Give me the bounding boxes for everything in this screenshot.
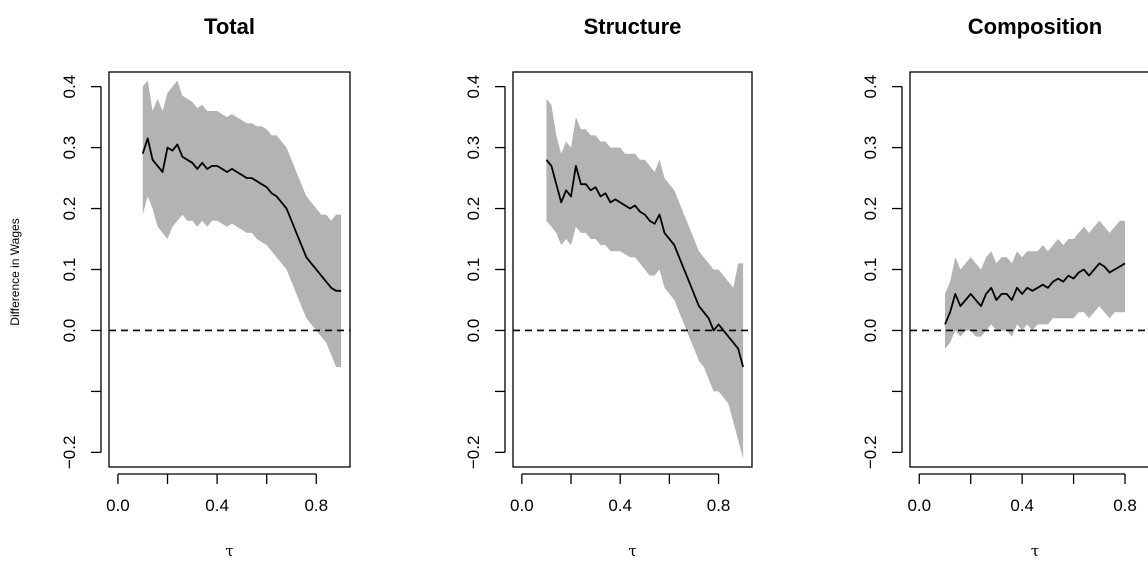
panel-structure: Structure 0.0 0.4 0.8 τ −0.2 0.0 0.1 0.2 0.3 0.4 xyxy=(464,14,753,560)
confidence-band xyxy=(945,220,1125,349)
plot-frame xyxy=(512,71,753,468)
x-tick-label: 0.0 xyxy=(510,496,534,515)
panel-total: Total 0.0 0.4 0.8 τ −0.2 0.0 0.1 0.2 0.3 0.4 xyxy=(60,14,351,560)
panel-title: Total xyxy=(204,14,255,39)
x-tick-label: 0.8 xyxy=(1113,496,1137,515)
estimate-line xyxy=(545,159,744,368)
y-tick-label: −0.2 xyxy=(60,436,79,470)
y-tick-label: 0.4 xyxy=(861,75,880,99)
x-axis-label: τ xyxy=(1031,542,1039,560)
estimate-line xyxy=(141,137,342,292)
x-tick-label: 0.0 xyxy=(106,496,130,515)
y-tick-label: 0.0 xyxy=(861,319,880,343)
panel-composition: Composition 0.0 0.4 0.8 τ −0.2 0.0 0.1 0.2 0.3 0.4 xyxy=(861,14,1148,560)
y-tick-label: −0.2 xyxy=(464,436,483,470)
y-tick-label: −0.2 xyxy=(861,436,880,470)
y-tick-label: 0.4 xyxy=(60,75,79,99)
y-tick-label: 0.4 xyxy=(464,75,483,99)
y-tick-label: 0.3 xyxy=(60,136,79,160)
x-tick-label: 0.4 xyxy=(205,496,229,515)
estimate-line xyxy=(944,262,1126,325)
y-tick-label: 0.1 xyxy=(861,258,880,282)
y-tick-label: 0.0 xyxy=(464,319,483,343)
x-tick-label: 0.0 xyxy=(907,496,931,515)
y-tick-label: 0.1 xyxy=(464,258,483,282)
x-tick-label: 0.8 xyxy=(304,496,328,515)
y-tick-label: 0.2 xyxy=(464,197,483,221)
y-tick-label: 0.2 xyxy=(60,197,79,221)
confidence-band xyxy=(546,98,744,459)
y-axis-label: Difference in Wages xyxy=(8,218,22,325)
plot-frame xyxy=(108,71,351,468)
plot-frame xyxy=(909,71,1148,468)
x-tick-label: 0.4 xyxy=(1010,496,1034,515)
y-tick-label: 0.0 xyxy=(60,319,79,343)
x-tick-label: 0.4 xyxy=(608,496,632,515)
panel-title: Structure xyxy=(584,14,682,39)
x-axis-label: τ xyxy=(628,542,636,560)
panel-title: Composition xyxy=(968,14,1102,39)
y-tick-label: 0.3 xyxy=(861,136,880,160)
y-tick-label: 0.1 xyxy=(60,258,79,282)
confidence-band xyxy=(142,80,342,367)
x-axis-label: τ xyxy=(225,542,233,560)
x-tick-label: 0.8 xyxy=(707,496,731,515)
y-tick-label: 0.2 xyxy=(861,197,880,221)
y-tick-label: 0.3 xyxy=(464,136,483,160)
